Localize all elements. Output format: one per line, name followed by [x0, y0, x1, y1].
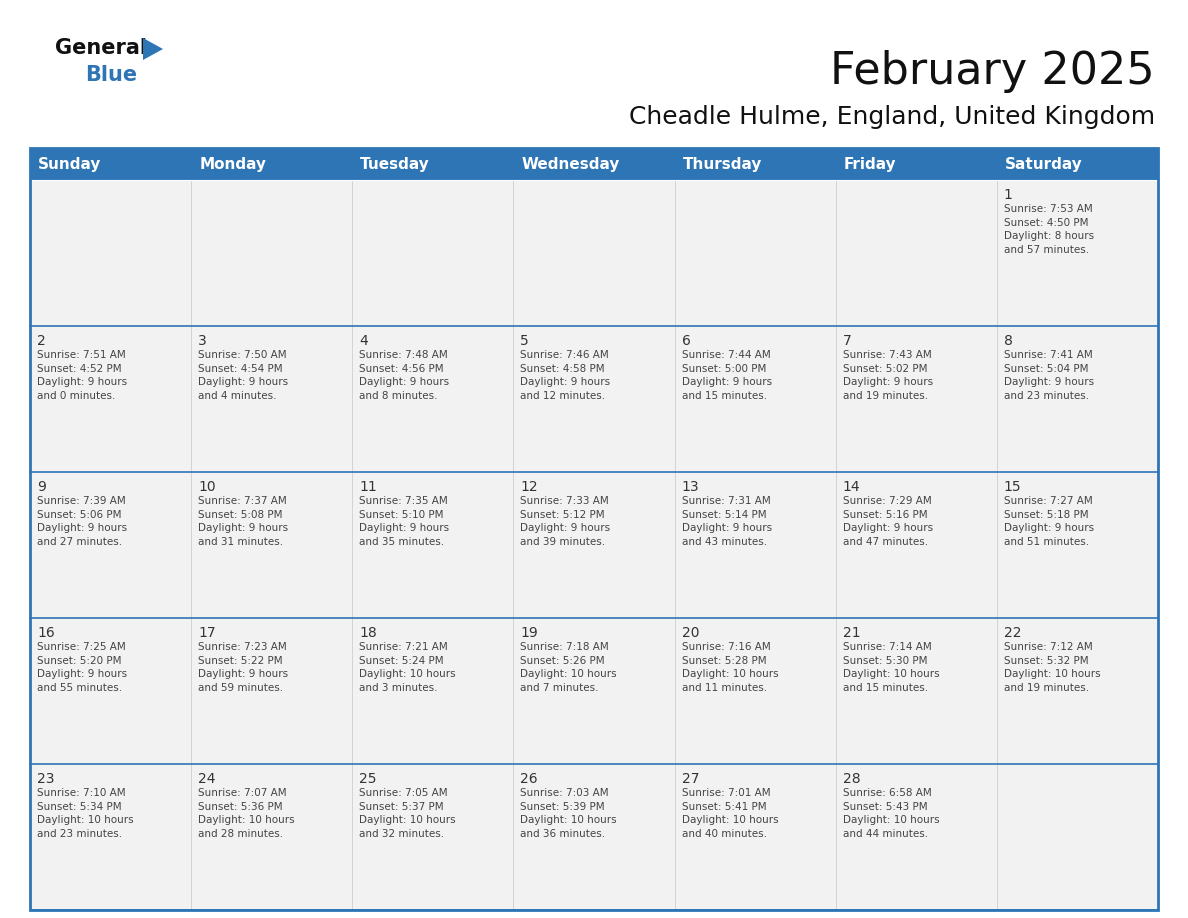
- Text: Sunrise: 7:14 AM
Sunset: 5:30 PM
Daylight: 10 hours
and 15 minutes.: Sunrise: 7:14 AM Sunset: 5:30 PM Dayligh…: [842, 642, 940, 693]
- Text: 18: 18: [359, 626, 377, 640]
- Text: 14: 14: [842, 480, 860, 494]
- Text: 7: 7: [842, 334, 852, 348]
- Bar: [30, 764, 1158, 910]
- Text: 8: 8: [1004, 334, 1012, 348]
- Text: 15: 15: [1004, 480, 1022, 494]
- Text: Blue: Blue: [86, 65, 137, 85]
- Text: 28: 28: [842, 772, 860, 786]
- Bar: [513, 148, 675, 180]
- Text: Sunrise: 7:50 AM
Sunset: 4:54 PM
Daylight: 9 hours
and 4 minutes.: Sunrise: 7:50 AM Sunset: 4:54 PM Dayligh…: [198, 350, 289, 401]
- Text: 24: 24: [198, 772, 216, 786]
- Text: Sunrise: 7:27 AM
Sunset: 5:18 PM
Daylight: 9 hours
and 51 minutes.: Sunrise: 7:27 AM Sunset: 5:18 PM Dayligh…: [1004, 496, 1094, 547]
- Bar: [675, 148, 835, 180]
- Bar: [353, 148, 513, 180]
- Text: 11: 11: [359, 480, 377, 494]
- Text: Cheadle Hulme, England, United Kingdom: Cheadle Hulme, England, United Kingdom: [628, 105, 1155, 129]
- Text: Thursday: Thursday: [683, 156, 762, 172]
- Text: Sunrise: 7:51 AM
Sunset: 4:52 PM
Daylight: 9 hours
and 0 minutes.: Sunrise: 7:51 AM Sunset: 4:52 PM Dayligh…: [37, 350, 127, 401]
- Text: 12: 12: [520, 480, 538, 494]
- Text: Sunrise: 7:53 AM
Sunset: 4:50 PM
Daylight: 8 hours
and 57 minutes.: Sunrise: 7:53 AM Sunset: 4:50 PM Dayligh…: [1004, 204, 1094, 255]
- Bar: [30, 472, 1158, 618]
- Bar: [30, 326, 1158, 472]
- Text: Tuesday: Tuesday: [360, 156, 430, 172]
- Text: Sunrise: 7:46 AM
Sunset: 4:58 PM
Daylight: 9 hours
and 12 minutes.: Sunrise: 7:46 AM Sunset: 4:58 PM Dayligh…: [520, 350, 611, 401]
- Text: 25: 25: [359, 772, 377, 786]
- Text: Wednesday: Wednesday: [522, 156, 620, 172]
- Text: 26: 26: [520, 772, 538, 786]
- Text: Sunrise: 7:41 AM
Sunset: 5:04 PM
Daylight: 9 hours
and 23 minutes.: Sunrise: 7:41 AM Sunset: 5:04 PM Dayligh…: [1004, 350, 1094, 401]
- Text: 19: 19: [520, 626, 538, 640]
- Text: Sunrise: 7:07 AM
Sunset: 5:36 PM
Daylight: 10 hours
and 28 minutes.: Sunrise: 7:07 AM Sunset: 5:36 PM Dayligh…: [198, 788, 295, 839]
- Text: Friday: Friday: [843, 156, 896, 172]
- Text: Sunrise: 7:12 AM
Sunset: 5:32 PM
Daylight: 10 hours
and 19 minutes.: Sunrise: 7:12 AM Sunset: 5:32 PM Dayligh…: [1004, 642, 1100, 693]
- Text: Sunrise: 7:43 AM
Sunset: 5:02 PM
Daylight: 9 hours
and 19 minutes.: Sunrise: 7:43 AM Sunset: 5:02 PM Dayligh…: [842, 350, 933, 401]
- Text: Sunday: Sunday: [38, 156, 101, 172]
- Text: 20: 20: [682, 626, 699, 640]
- Text: Sunrise: 7:10 AM
Sunset: 5:34 PM
Daylight: 10 hours
and 23 minutes.: Sunrise: 7:10 AM Sunset: 5:34 PM Dayligh…: [37, 788, 133, 839]
- Text: Sunrise: 7:33 AM
Sunset: 5:12 PM
Daylight: 9 hours
and 39 minutes.: Sunrise: 7:33 AM Sunset: 5:12 PM Dayligh…: [520, 496, 611, 547]
- Text: 1: 1: [1004, 188, 1012, 202]
- Text: 13: 13: [682, 480, 700, 494]
- Bar: [30, 180, 1158, 326]
- Text: 10: 10: [198, 480, 216, 494]
- Text: 16: 16: [37, 626, 55, 640]
- Text: Sunrise: 7:25 AM
Sunset: 5:20 PM
Daylight: 9 hours
and 55 minutes.: Sunrise: 7:25 AM Sunset: 5:20 PM Dayligh…: [37, 642, 127, 693]
- Text: 4: 4: [359, 334, 368, 348]
- Text: Sunrise: 7:03 AM
Sunset: 5:39 PM
Daylight: 10 hours
and 36 minutes.: Sunrise: 7:03 AM Sunset: 5:39 PM Dayligh…: [520, 788, 617, 839]
- Bar: [835, 148, 997, 180]
- Text: Sunrise: 7:37 AM
Sunset: 5:08 PM
Daylight: 9 hours
and 31 minutes.: Sunrise: 7:37 AM Sunset: 5:08 PM Dayligh…: [198, 496, 289, 547]
- Text: February 2025: February 2025: [830, 50, 1155, 93]
- Bar: [997, 148, 1158, 180]
- Polygon shape: [143, 38, 163, 60]
- Text: 2: 2: [37, 334, 46, 348]
- Text: Sunrise: 7:01 AM
Sunset: 5:41 PM
Daylight: 10 hours
and 40 minutes.: Sunrise: 7:01 AM Sunset: 5:41 PM Dayligh…: [682, 788, 778, 839]
- Bar: [191, 148, 353, 180]
- Text: 6: 6: [682, 334, 690, 348]
- Text: Sunrise: 7:39 AM
Sunset: 5:06 PM
Daylight: 9 hours
and 27 minutes.: Sunrise: 7:39 AM Sunset: 5:06 PM Dayligh…: [37, 496, 127, 547]
- Text: 21: 21: [842, 626, 860, 640]
- Text: Sunrise: 7:48 AM
Sunset: 4:56 PM
Daylight: 9 hours
and 8 minutes.: Sunrise: 7:48 AM Sunset: 4:56 PM Dayligh…: [359, 350, 449, 401]
- Text: Sunrise: 7:05 AM
Sunset: 5:37 PM
Daylight: 10 hours
and 32 minutes.: Sunrise: 7:05 AM Sunset: 5:37 PM Dayligh…: [359, 788, 456, 839]
- Text: Sunrise: 7:16 AM
Sunset: 5:28 PM
Daylight: 10 hours
and 11 minutes.: Sunrise: 7:16 AM Sunset: 5:28 PM Dayligh…: [682, 642, 778, 693]
- Text: Sunrise: 7:29 AM
Sunset: 5:16 PM
Daylight: 9 hours
and 47 minutes.: Sunrise: 7:29 AM Sunset: 5:16 PM Dayligh…: [842, 496, 933, 547]
- Text: Saturday: Saturday: [1005, 156, 1082, 172]
- Bar: [30, 148, 191, 180]
- Text: Sunrise: 7:23 AM
Sunset: 5:22 PM
Daylight: 9 hours
and 59 minutes.: Sunrise: 7:23 AM Sunset: 5:22 PM Dayligh…: [198, 642, 289, 693]
- Text: Sunrise: 7:31 AM
Sunset: 5:14 PM
Daylight: 9 hours
and 43 minutes.: Sunrise: 7:31 AM Sunset: 5:14 PM Dayligh…: [682, 496, 772, 547]
- Text: 3: 3: [198, 334, 207, 348]
- Text: Sunrise: 7:18 AM
Sunset: 5:26 PM
Daylight: 10 hours
and 7 minutes.: Sunrise: 7:18 AM Sunset: 5:26 PM Dayligh…: [520, 642, 617, 693]
- Text: Sunrise: 7:35 AM
Sunset: 5:10 PM
Daylight: 9 hours
and 35 minutes.: Sunrise: 7:35 AM Sunset: 5:10 PM Dayligh…: [359, 496, 449, 547]
- Text: 5: 5: [520, 334, 529, 348]
- Text: 9: 9: [37, 480, 46, 494]
- Text: Sunrise: 7:21 AM
Sunset: 5:24 PM
Daylight: 10 hours
and 3 minutes.: Sunrise: 7:21 AM Sunset: 5:24 PM Dayligh…: [359, 642, 456, 693]
- Text: Monday: Monday: [200, 156, 266, 172]
- Text: General: General: [55, 38, 147, 58]
- Text: 23: 23: [37, 772, 55, 786]
- Text: 17: 17: [198, 626, 216, 640]
- Text: 22: 22: [1004, 626, 1022, 640]
- Text: Sunrise: 7:44 AM
Sunset: 5:00 PM
Daylight: 9 hours
and 15 minutes.: Sunrise: 7:44 AM Sunset: 5:00 PM Dayligh…: [682, 350, 772, 401]
- Text: Sunrise: 6:58 AM
Sunset: 5:43 PM
Daylight: 10 hours
and 44 minutes.: Sunrise: 6:58 AM Sunset: 5:43 PM Dayligh…: [842, 788, 940, 839]
- Text: 27: 27: [682, 772, 699, 786]
- Bar: [30, 618, 1158, 764]
- Bar: [30, 148, 1158, 910]
